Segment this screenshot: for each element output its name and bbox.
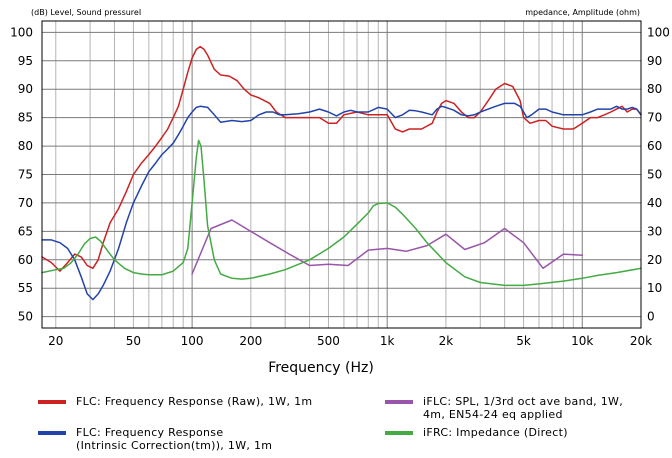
y2-tick-label: 10 (647, 281, 662, 295)
y-tick-label: 90 (18, 82, 33, 96)
y-tick-label: 55 (18, 281, 33, 295)
x-tick-label: 50 (126, 334, 141, 348)
y2-tick-label: 30 (647, 224, 662, 238)
x-tick-label: 200 (239, 334, 262, 348)
y2-tick-label: 40 (647, 196, 662, 210)
series-layer (41, 45, 642, 301)
x-tick-label: 20 (48, 334, 63, 348)
x-tick-label: 5k (516, 334, 531, 348)
y-tick-label: 85 (18, 111, 33, 125)
plot-frame (41, 20, 642, 329)
x-tick-label: 100 (181, 334, 204, 348)
y-tick-label: 80 (18, 139, 33, 153)
y2-tick-label: 80 (647, 82, 662, 96)
impedance-line (41, 139, 642, 287)
y2-tick-label: 20 (647, 253, 662, 267)
x-tick-label: 500 (317, 334, 340, 348)
y2-tick-label: 100 (647, 25, 670, 39)
raw-response-line (41, 45, 642, 272)
grid (42, 21, 642, 328)
x-tick-label: 2k (439, 334, 454, 348)
y-tick-label: 70 (18, 196, 33, 210)
y2-tick-label: 50 (647, 168, 662, 182)
y2-tick-label: 0 (647, 310, 655, 324)
y-tick-label: 75 (18, 168, 33, 182)
x-axis-title: Frequency (Hz) (268, 360, 374, 376)
y-tick-label: 60 (18, 253, 33, 267)
y-tick-label: 65 (18, 224, 33, 238)
y-tick-label: 95 (18, 54, 33, 68)
right-axis-title: mpedance, Amplitude (ohm) (525, 8, 640, 17)
spl-third-octave-line (191, 219, 584, 275)
x-tick-label: 20k (630, 334, 652, 348)
x-tick-label: 10k (571, 334, 593, 348)
y2-tick-label: 70 (647, 111, 662, 125)
y2-tick-label: 60 (647, 139, 662, 153)
y-tick-label: 100 (10, 25, 33, 39)
x-tick-label: 1k (380, 334, 395, 348)
y2-tick-label: 90 (647, 54, 662, 68)
y-tick-label: 50 (18, 310, 33, 324)
tick-labels: 20 50 100 200 500 1k 2k 5k 10k 20k505560657075808… (10, 25, 670, 348)
left-axis-title: (dB) Level, Sound pressureI (31, 8, 141, 17)
intrinsic-correction-line (41, 102, 642, 301)
